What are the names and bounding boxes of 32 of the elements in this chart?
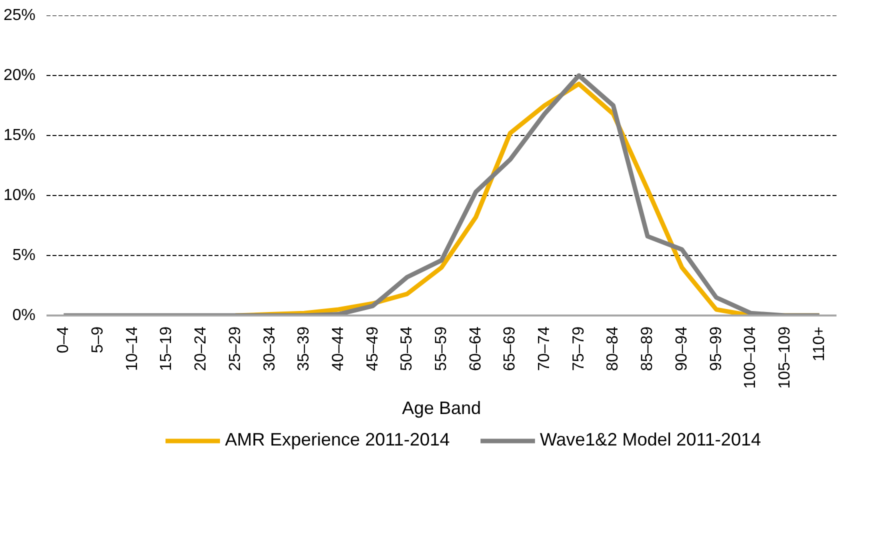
y-tick-label: 20% [3, 67, 36, 84]
x-tick-label: 90–94 [673, 326, 690, 371]
x-tick-label: 45–49 [364, 326, 382, 371]
x-tick-label: 70–74 [536, 326, 554, 371]
x-tick-label: 95–99 [708, 326, 725, 371]
x-tick-label: 50–54 [398, 326, 416, 371]
x-tick-label: 65–69 [502, 326, 519, 371]
y-tick-label: 25% [3, 7, 36, 24]
x-tick-label: 60–64 [467, 326, 484, 371]
x-tick-label: 55–59 [433, 326, 450, 371]
x-tick-label: 110+ [810, 326, 828, 362]
x-axis-title: Age Band [402, 398, 482, 418]
x-tick-label: 40–44 [330, 326, 347, 371]
x-tick-label: 10–14 [124, 326, 141, 371]
x-tick-label: 0–4 [55, 326, 72, 354]
y-tick-label: 0% [12, 307, 36, 324]
legend-label: AMR Experience 2011-2014 [225, 430, 450, 450]
x-tick-label: 85–89 [639, 326, 656, 371]
y-tick-label: 5% [12, 247, 36, 264]
x-tick-label: 100–104 [742, 326, 760, 389]
x-tick-label: 30–34 [261, 326, 278, 371]
x-tick-label: 75–79 [570, 326, 588, 371]
x-tick-label: 80–84 [604, 326, 622, 371]
x-tick-label: 25–29 [226, 326, 244, 371]
x-tick-label: 20–24 [192, 326, 210, 371]
x-tick-label: 5–9 [90, 326, 107, 354]
legend-label: Wave1&2 Model 2011-2014 [540, 430, 761, 450]
x-tick-label: 35–39 [296, 326, 313, 371]
y-tick-label: 10% [3, 187, 36, 204]
y-tick-label: 15% [3, 127, 36, 144]
x-tick-label: 105–109 [776, 326, 794, 389]
x-tick-label: 15–19 [158, 326, 176, 371]
